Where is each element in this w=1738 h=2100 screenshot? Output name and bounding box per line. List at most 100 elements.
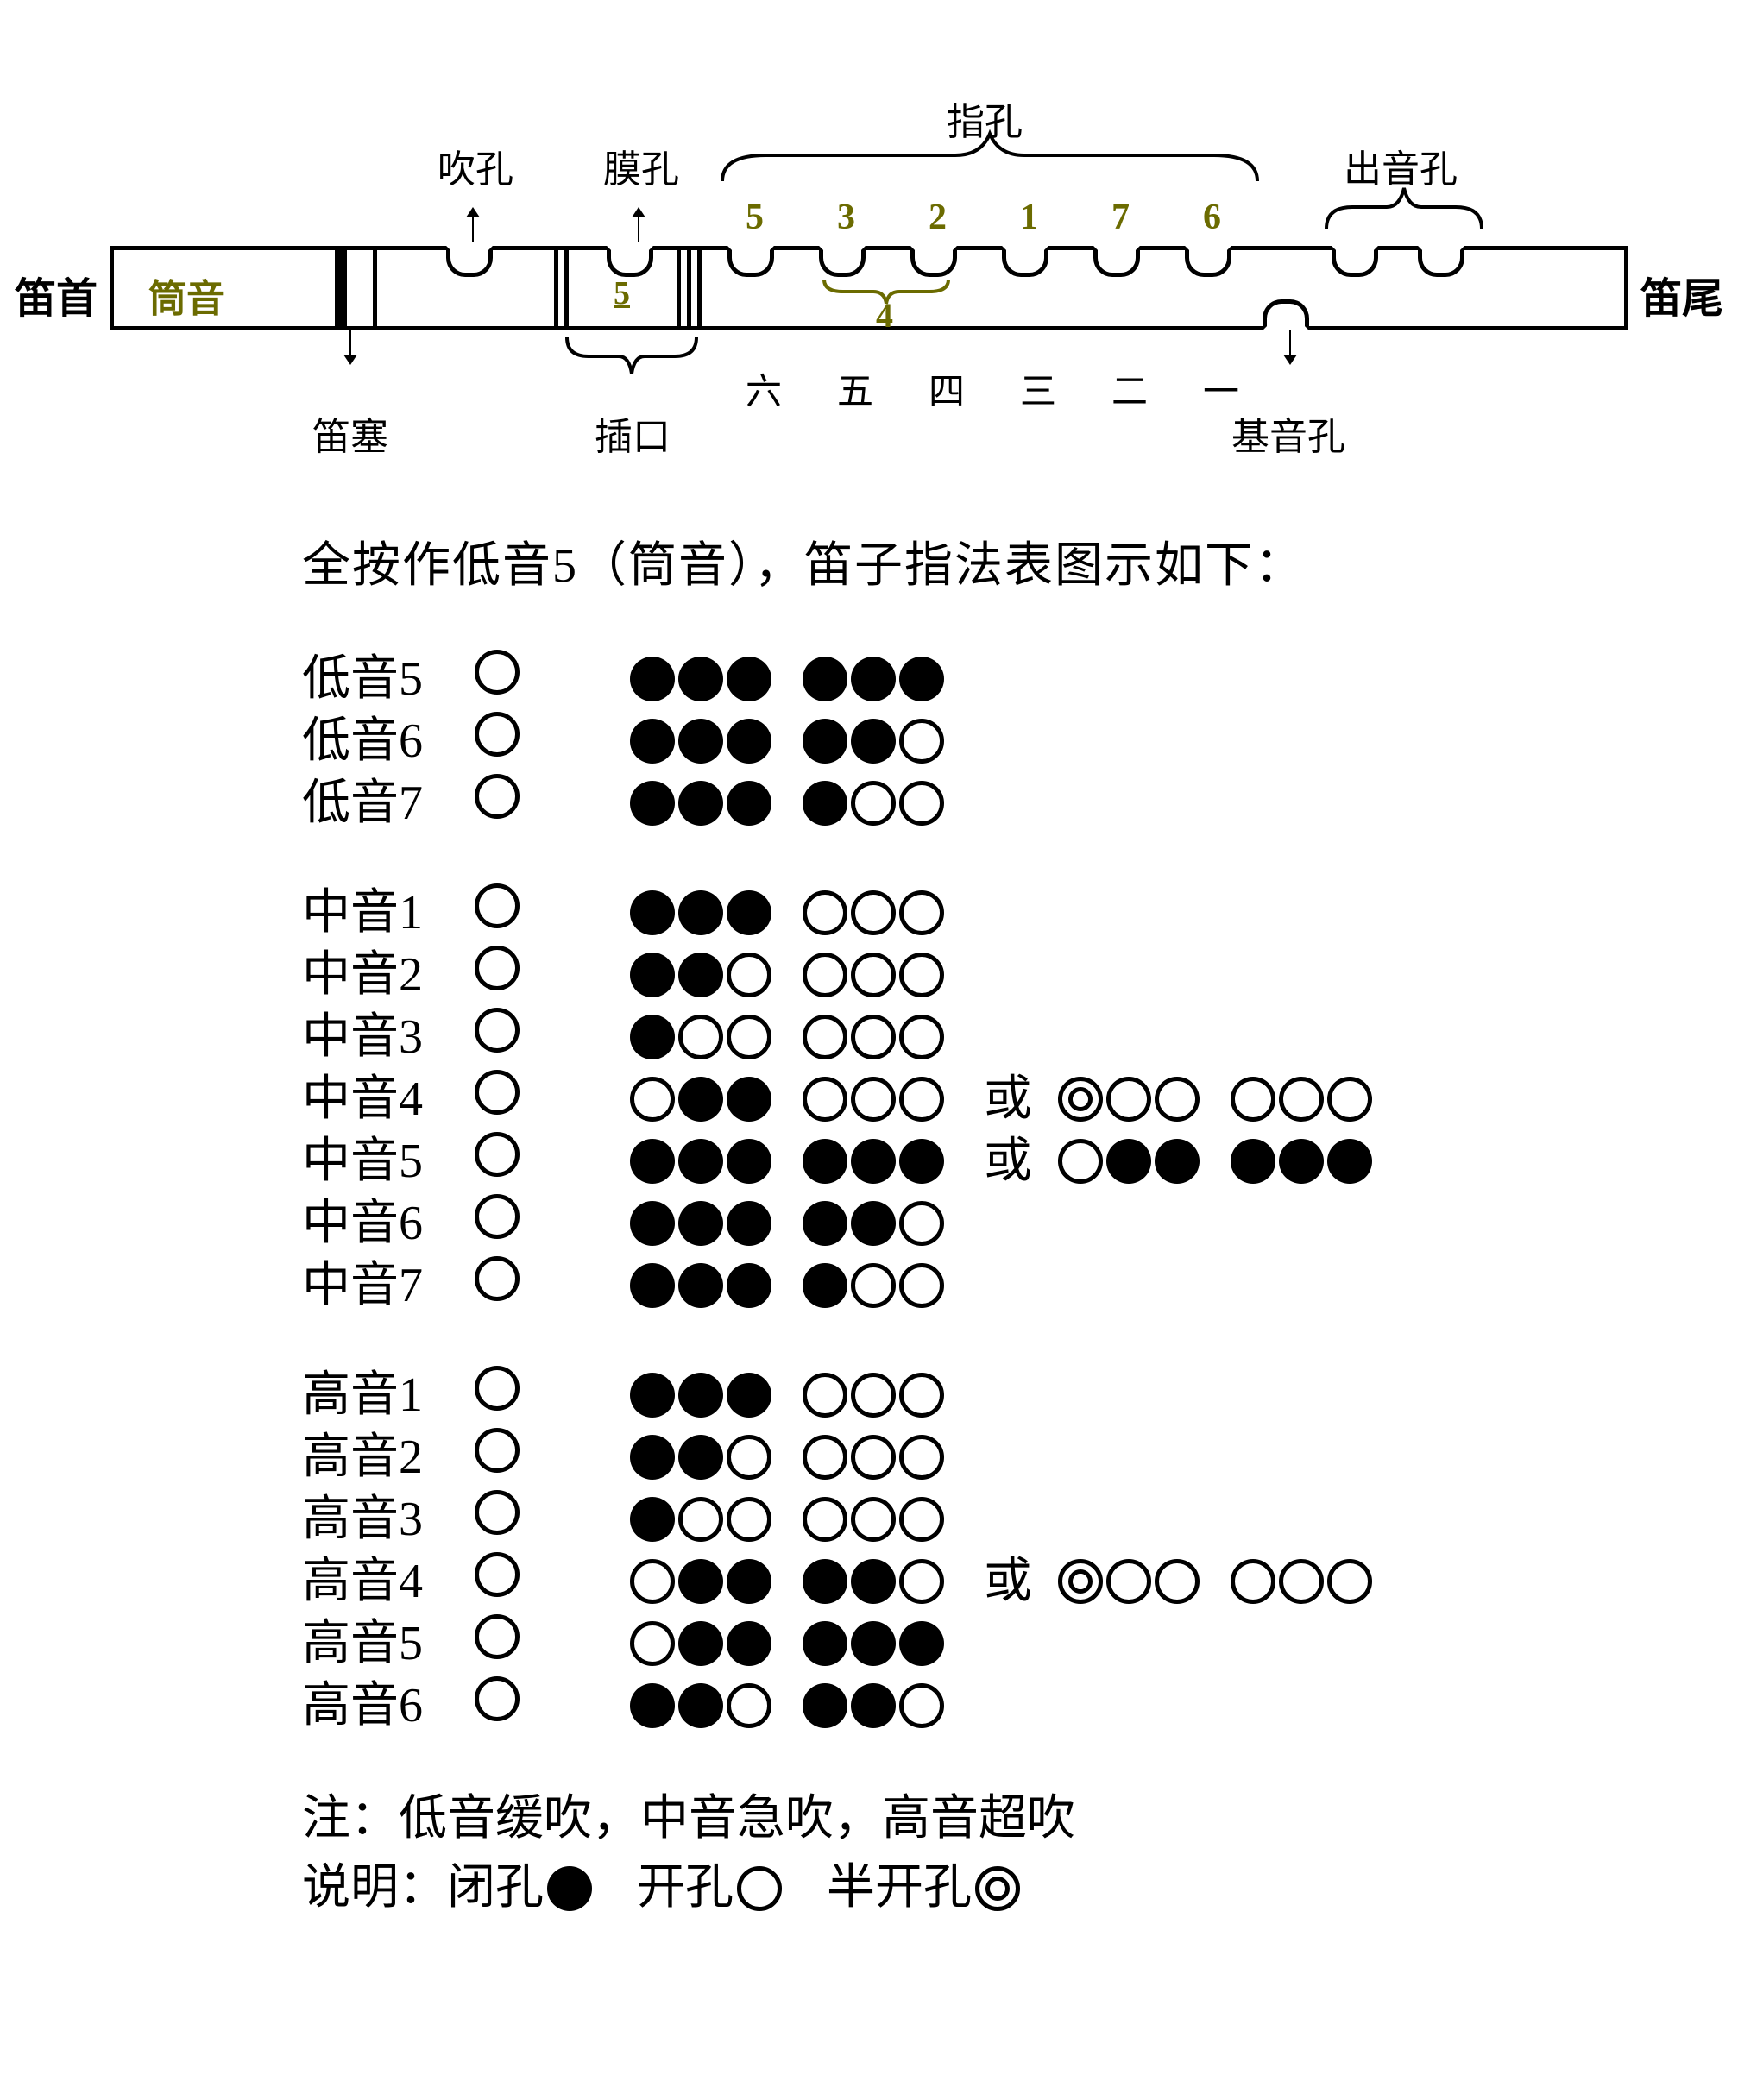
fingering-row: 低音6 <box>302 710 1614 772</box>
arrow-disai <box>349 330 351 356</box>
hole-open <box>1155 1077 1200 1122</box>
hole-closed <box>1279 1139 1324 1184</box>
label-mokong: 膜孔 <box>603 138 679 193</box>
hole-closed <box>851 719 896 764</box>
blow-hole-col <box>475 1068 630 1130</box>
hole-closed <box>630 1373 675 1418</box>
note-name: 中音2 <box>302 944 475 1006</box>
legend-line: 说明：闭孔 开孔 半开孔 <box>302 1853 1614 1922</box>
hole-open <box>737 1866 782 1911</box>
hole-closed <box>803 1201 847 1246</box>
hole-closed <box>803 1263 847 1308</box>
note-name: 中音4 <box>302 1068 475 1130</box>
notes-line: 注：低音缓吹，中音急吹，高音超吹 <box>302 1784 1614 1853</box>
hole-closed <box>899 1621 944 1666</box>
hole-closed <box>727 1139 771 1184</box>
blow-hole-col <box>475 710 630 772</box>
hole-open <box>1106 1559 1151 1604</box>
hole-open <box>803 1015 847 1059</box>
hole-closed <box>803 781 847 826</box>
olive-num-5: 6 <box>1203 197 1221 238</box>
finger-hole-2 <box>1093 246 1140 277</box>
blow-hole-col <box>475 1488 630 1550</box>
membrane-hole <box>607 246 653 277</box>
hole-open <box>475 712 520 757</box>
hole-closed <box>630 1497 675 1542</box>
hole-open <box>475 883 520 928</box>
fingering-row: 高音1 <box>302 1364 1614 1426</box>
hole-open <box>1327 1077 1372 1122</box>
sound-hole-1 <box>1332 246 1378 277</box>
hole-closed <box>727 1621 771 1666</box>
note-name: 中音7 <box>302 1254 475 1317</box>
note-name: 高音1 <box>302 1364 475 1426</box>
hole-closed <box>899 1139 944 1184</box>
hole-closed <box>678 1559 723 1604</box>
note-group: 高音1高音2高音3高音4或高音5高音6 <box>302 1364 1614 1737</box>
hole-open <box>899 1683 944 1728</box>
hole-open <box>851 1373 896 1418</box>
hole-open <box>899 1559 944 1604</box>
han-num-0: 六 <box>746 362 782 415</box>
fingering-row: 高音2 <box>302 1426 1614 1488</box>
fingering-row: 中音5或 <box>302 1130 1614 1192</box>
hole-closed <box>851 1139 896 1184</box>
olive-num-1: 3 <box>837 197 855 238</box>
legend-prefix: 说明： <box>302 1861 447 1915</box>
hole-open <box>851 781 896 826</box>
hole-open <box>630 1077 675 1122</box>
hole-closed <box>727 1373 771 1418</box>
hole-closed <box>851 1559 896 1604</box>
hole-closed <box>630 890 675 935</box>
flute-diagram: 笛首 笛尾 吹孔 膜孔 指孔 出音孔 5 3 2 1 7 6 筒音 <box>110 86 1628 466</box>
hole-open <box>899 1373 944 1418</box>
hole-open <box>899 1077 944 1122</box>
fingering-row: 中音3 <box>302 1006 1614 1068</box>
or-text: 或 <box>984 1130 1032 1192</box>
arrow-jiyin <box>1289 330 1291 356</box>
hole-closed <box>727 1077 771 1122</box>
hole-open <box>803 1077 847 1122</box>
hole-closed <box>678 1435 723 1480</box>
hole-open <box>727 1683 771 1728</box>
brace-chakou <box>558 332 705 384</box>
hole-open <box>803 1497 847 1542</box>
hole-closed <box>547 1866 592 1911</box>
blow-hole-col <box>475 648 630 710</box>
hole-closed <box>803 1621 847 1666</box>
flute-plug <box>335 250 347 326</box>
fingering-row: 低音7 <box>302 772 1614 834</box>
finger-hole-6 <box>727 246 774 277</box>
hole-closed <box>803 1683 847 1728</box>
hole-open <box>678 1497 723 1542</box>
note-name: 中音3 <box>302 1006 475 1068</box>
arrow-mokong <box>638 216 639 242</box>
fingering-row: 中音2 <box>302 944 1614 1006</box>
label-jiyin: 基音孔 <box>1231 406 1345 461</box>
note-name: 高音4 <box>302 1550 475 1613</box>
or-text: 或 <box>984 1550 1032 1613</box>
hole-open <box>851 953 896 997</box>
olive-num-2: 2 <box>929 197 947 238</box>
sound-hole-2 <box>1418 246 1464 277</box>
blow-hole-col <box>475 1006 630 1068</box>
hole-closed <box>899 657 944 701</box>
hole-closed <box>803 1139 847 1184</box>
hole-closed <box>630 719 675 764</box>
hole-open <box>475 1552 520 1597</box>
hole-closed <box>630 1263 675 1308</box>
finger-hole-5 <box>819 246 866 277</box>
hole-half <box>1058 1077 1103 1122</box>
hole-open <box>899 781 944 826</box>
hole-open <box>630 1621 675 1666</box>
hole-open <box>475 1428 520 1473</box>
hole-closed <box>1327 1139 1372 1184</box>
hole-open <box>727 953 771 997</box>
blow-hole-col <box>475 1613 630 1675</box>
hole-open <box>630 1559 675 1604</box>
hole-open <box>475 1366 520 1411</box>
hole-closed <box>678 657 723 701</box>
hole-open <box>475 774 520 819</box>
hole-closed <box>678 890 723 935</box>
flute-head-label: 笛首 <box>15 264 98 324</box>
